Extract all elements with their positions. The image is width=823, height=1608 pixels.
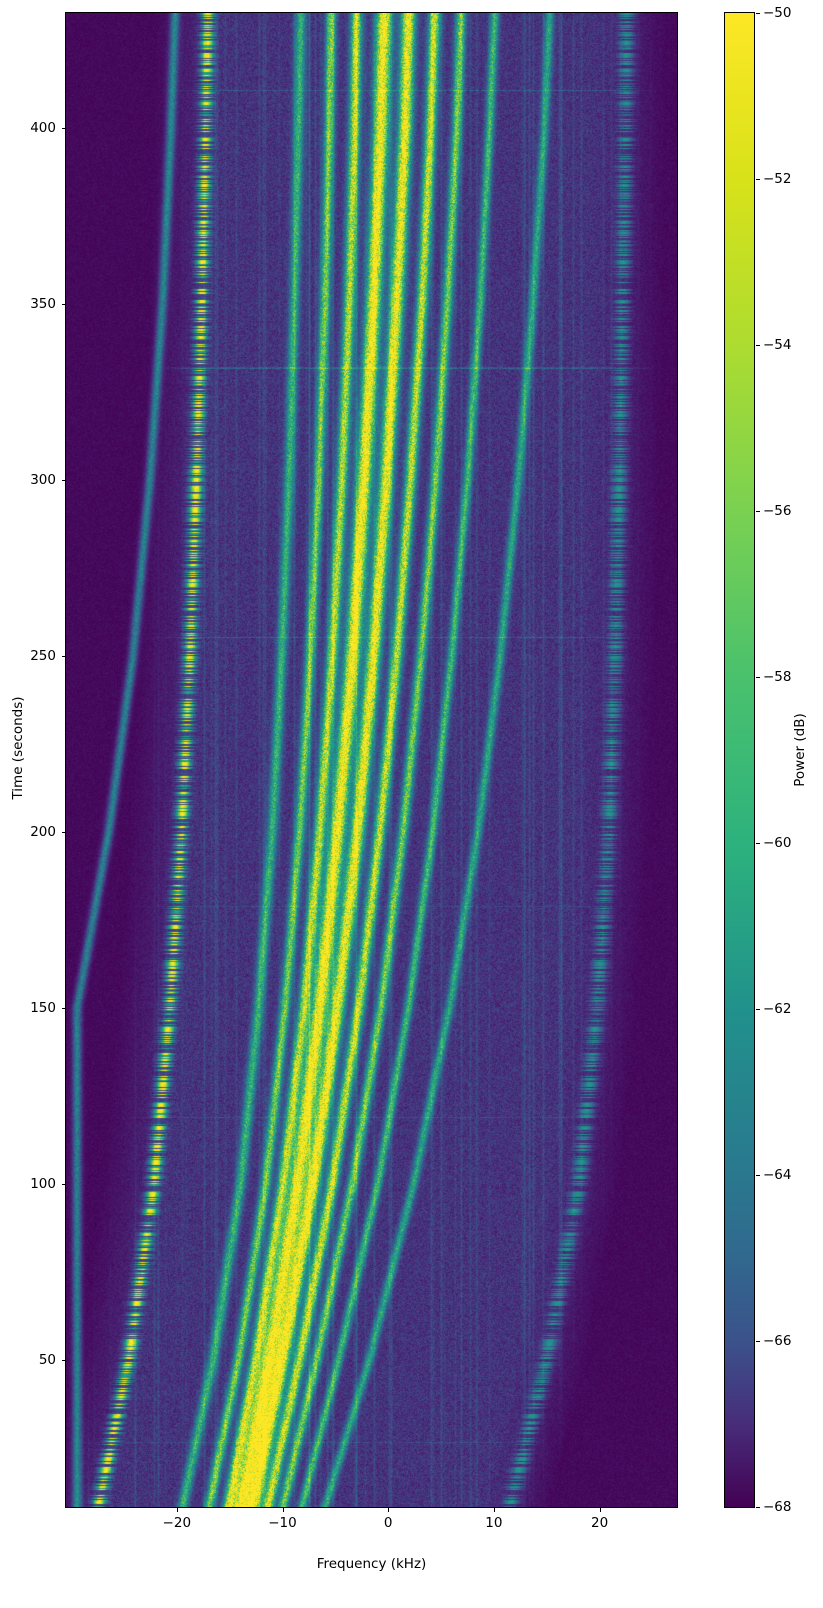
colorbar-tick-label: −66 xyxy=(763,1333,792,1350)
ytick-mark xyxy=(61,656,65,658)
xtick-mark xyxy=(493,1508,495,1512)
colorbar-tick-mark xyxy=(756,1175,760,1177)
colorbar-tick-mark xyxy=(756,843,760,844)
xtick-label: −20 xyxy=(162,1515,192,1531)
xtick-label: 10 xyxy=(485,1515,503,1531)
xtick-label: 20 xyxy=(591,1515,609,1531)
ytick-label: 50 xyxy=(38,1352,56,1368)
colorbar-tick-mark xyxy=(756,1009,760,1011)
x-axis-label: Frequency (kHz) xyxy=(316,1556,427,1572)
ytick-label: 200 xyxy=(30,824,56,840)
ytick-mark xyxy=(61,1008,65,1010)
colorbar-tick-mark xyxy=(756,178,760,180)
colorbar-tick-label: −50 xyxy=(763,4,792,21)
ytick-label: 250 xyxy=(30,648,56,664)
ytick-mark xyxy=(61,1184,65,1186)
colorbar-tick-label: −68 xyxy=(763,1499,792,1516)
xtick-mark xyxy=(282,1508,284,1512)
xtick-label: 0 xyxy=(383,1515,393,1531)
colorbar-tick-label: −60 xyxy=(763,835,792,851)
y-axis-label: Time (seconds) xyxy=(10,696,26,800)
colorbar-tick-label: −52 xyxy=(763,170,792,187)
ytick-label: 150 xyxy=(30,1000,56,1016)
colorbar-tick-mark xyxy=(756,344,760,346)
colorbar-tick-label: −62 xyxy=(763,1001,792,1018)
spectrogram-heatmap xyxy=(65,12,678,1508)
ytick-label: 400 xyxy=(30,120,56,136)
xtick-label: −10 xyxy=(268,1515,297,1531)
ytick-mark xyxy=(61,1360,65,1362)
colorbar-tick-mark xyxy=(756,676,760,678)
xtick-mark xyxy=(176,1508,178,1512)
xtick-mark xyxy=(388,1508,390,1512)
ytick-mark xyxy=(61,304,65,306)
colorbar-tick-mark xyxy=(756,1507,760,1509)
xtick-mark xyxy=(599,1508,601,1512)
spectrogram-axes[interactable] xyxy=(65,12,678,1508)
colorbar-label: Power (dB) xyxy=(792,713,808,787)
colorbar-tick-label: −64 xyxy=(763,1167,792,1184)
ytick-label: 350 xyxy=(30,296,56,312)
ytick-mark xyxy=(61,480,65,482)
ytick-mark xyxy=(61,128,65,130)
colorbar-tick-label: −56 xyxy=(763,502,792,519)
colorbar-tick-mark xyxy=(756,1341,760,1343)
colorbar xyxy=(724,12,755,1508)
colorbar-tick-mark xyxy=(756,12,760,14)
colorbar-tick-label: −58 xyxy=(763,668,792,685)
ytick-mark xyxy=(61,832,65,834)
ytick-label: 100 xyxy=(30,1176,56,1192)
colorbar-tick-label: −54 xyxy=(763,336,792,353)
ytick-label: 300 xyxy=(30,472,56,488)
colorbar-tick-mark xyxy=(756,510,760,512)
